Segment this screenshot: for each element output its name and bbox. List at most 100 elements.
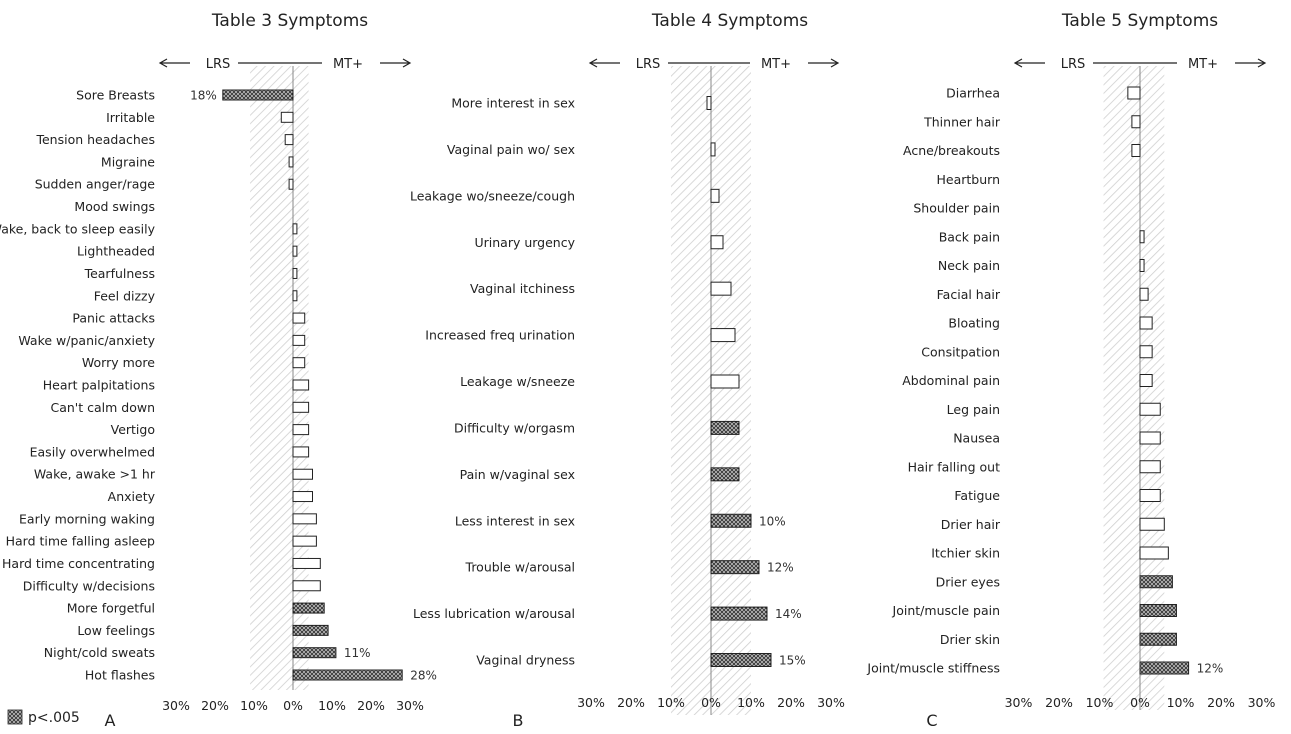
bar — [292, 535, 317, 547]
category-label: Diarrhea — [946, 86, 1000, 101]
arrow-right-icon — [1235, 58, 1267, 68]
bar — [1139, 575, 1173, 589]
category-label: Bloating — [948, 316, 1000, 331]
category-label: Increased freq urination — [425, 328, 575, 343]
bar — [292, 245, 298, 257]
bar — [292, 669, 403, 681]
bar — [1139, 460, 1161, 474]
tick-label: 30% — [396, 698, 424, 713]
data-label: 18% — [190, 89, 217, 103]
arrow-left-icon — [588, 58, 620, 68]
bar — [292, 602, 325, 614]
category-label: Drier skin — [940, 632, 1000, 647]
category-label: Hot flashes — [85, 668, 155, 683]
chart-panel-b: Table 4 Symptoms LRS MT+ More interest in s… — [410, 11, 845, 730]
category-label: Fatigue — [954, 488, 1000, 503]
category-label: Wake w/panic/anxiety — [18, 333, 155, 348]
data-label: 15% — [779, 654, 806, 668]
category-label: Lightheaded — [77, 244, 155, 259]
bar — [710, 420, 740, 435]
category-label: Drier hair — [941, 517, 1001, 532]
bar — [710, 235, 724, 250]
bar — [710, 328, 736, 343]
bar — [292, 513, 317, 525]
category-label: Leakage w/sneeze — [460, 374, 575, 389]
data-label: 14% — [775, 607, 802, 621]
category-label: Hard time concentrating — [2, 556, 155, 571]
bar — [1127, 86, 1141, 100]
category-label: Easily overwhelmed — [30, 444, 155, 459]
category-label: Panic attacks — [72, 311, 155, 326]
category-label: Less interest in sex — [455, 513, 575, 528]
bar — [1139, 661, 1190, 675]
category-label: Shoulder pain — [913, 201, 1000, 216]
bar — [1139, 402, 1161, 416]
bar — [710, 374, 740, 389]
tick-label: 10% — [1167, 695, 1195, 710]
category-label: More forgetful — [67, 601, 155, 616]
category-label: More interest in sex — [451, 96, 575, 111]
category-label: Consitpation — [921, 344, 1000, 359]
tick-label: 20% — [1045, 695, 1073, 710]
bar — [292, 491, 313, 503]
bar — [292, 424, 310, 436]
bar — [1139, 316, 1153, 330]
chart-panel-c: Table 5 Symptoms LRS MT+ Diarrhea Thinner ha… — [866, 11, 1275, 730]
bar — [1139, 374, 1153, 387]
bar — [292, 647, 337, 659]
tick-label: 20% — [777, 695, 805, 710]
panel-letter: A — [105, 711, 116, 730]
direction-label-lrs: LRS — [1061, 57, 1086, 72]
category-label: Facial hair — [937, 287, 1001, 302]
shaded-band — [1103, 66, 1165, 710]
chart-panel-a: Table 3 Symptoms LRS MT+ Sore Breasts 18% Irr… — [0, 11, 437, 730]
tick-label: 10% — [737, 695, 765, 710]
tick-label: 20% — [617, 695, 645, 710]
arrow-right-icon — [808, 58, 840, 68]
direction-label-mt: MT+ — [761, 57, 791, 72]
category-label: Can't calm down — [50, 400, 155, 415]
data-label: 12% — [1197, 662, 1224, 676]
category-label: Urinary urgency — [474, 235, 575, 250]
category-label: Early morning waking — [19, 511, 155, 526]
category-label: Difficulty w/decisions — [23, 578, 155, 593]
bar — [280, 111, 294, 123]
tick-label: 0% — [1130, 695, 1150, 710]
category-label: Anxiety — [108, 489, 156, 504]
direction-label-lrs: LRS — [206, 57, 231, 72]
bar — [1139, 431, 1161, 445]
category-label: Less lubrication w/arousal — [413, 606, 575, 621]
category-label: Pain w/vaginal sex — [460, 467, 575, 482]
chart-title: Table 3 Symptoms — [211, 11, 368, 31]
bar — [710, 142, 716, 157]
category-label: Feel dizzy — [94, 288, 156, 303]
category-label: Heart palpitations — [43, 378, 155, 393]
arrow-left-icon — [1013, 58, 1045, 68]
category-label: Joint/muscle stiffness — [866, 661, 1000, 676]
category-label: Wake, awake >1 hr — [34, 467, 156, 482]
legend-label: p<.005 — [28, 710, 80, 726]
category-label: Drier eyes — [936, 574, 1000, 589]
category-label: Mood swings — [74, 199, 155, 214]
category-label: Acne/breakouts — [903, 143, 1000, 158]
bar — [292, 357, 306, 369]
bar — [288, 178, 294, 190]
category-label: Trouble w/arousal — [465, 560, 575, 575]
bar — [292, 267, 298, 279]
chart-title: Table 4 Symptoms — [651, 11, 808, 31]
tick-label: 20% — [201, 698, 229, 713]
tick-label: 30% — [817, 695, 845, 710]
bar — [292, 334, 306, 346]
bar — [1139, 546, 1169, 560]
bar — [710, 513, 752, 528]
category-label: Vaginal dryness — [476, 653, 575, 668]
data-label: 28% — [410, 669, 437, 683]
category-label: Tension headaches — [35, 132, 155, 147]
bar — [710, 467, 740, 482]
chart-title: Table 5 Symptoms — [1061, 11, 1218, 31]
bar — [1139, 230, 1145, 244]
category-label: Wake, back to sleep easily — [0, 221, 156, 236]
tick-label: 10% — [240, 698, 268, 713]
shaded-band — [250, 66, 309, 690]
legend-swatch — [7, 709, 23, 725]
